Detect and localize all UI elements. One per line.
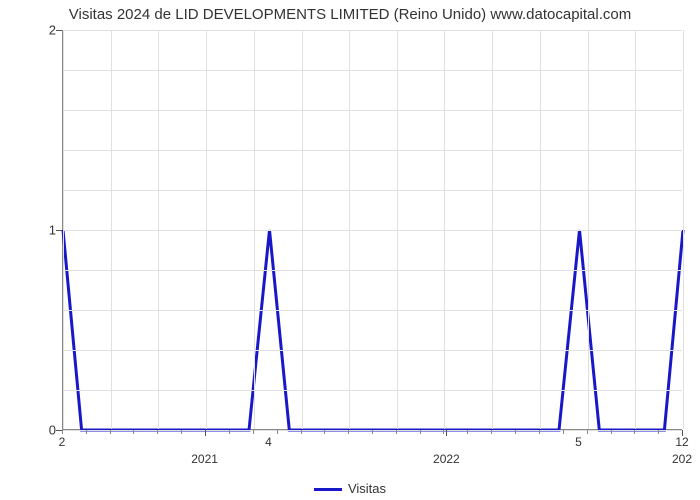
grid-h — [63, 390, 682, 391]
chart-title: Visitas 2024 de LID DEVELOPMENTS LIMITED… — [0, 6, 700, 23]
y-tick-label: 2 — [36, 23, 56, 38]
x-minor-tick — [157, 430, 158, 434]
x-major-label: 202 — [672, 452, 692, 466]
x-minor-tick — [515, 430, 516, 434]
legend: Visitas — [0, 481, 700, 496]
grid-v — [683, 30, 684, 429]
x-minor-tick — [611, 430, 612, 434]
x-minor-tick — [86, 430, 87, 434]
grid-h — [63, 110, 682, 111]
grid-h — [63, 30, 682, 31]
x-major-label: 2021 — [191, 452, 218, 466]
grid-h — [63, 310, 682, 311]
y-tick-label: 0 — [36, 423, 56, 438]
x-minor-tick — [563, 430, 564, 434]
x-minor-tick — [324, 430, 325, 434]
x-major-label: 2022 — [433, 452, 460, 466]
x-minor-tick — [420, 430, 421, 434]
grid-h — [63, 230, 682, 231]
x-minor-tick — [110, 430, 111, 434]
x-minor-tick — [301, 430, 302, 434]
x-major-tick — [205, 430, 206, 436]
y-tick — [56, 230, 62, 231]
y-tick-label: 1 — [36, 223, 56, 238]
x-minor-tick — [253, 430, 254, 434]
legend-swatch — [314, 488, 342, 491]
x-minor-tick — [491, 430, 492, 434]
grid-h — [63, 270, 682, 271]
x-minor-tick — [62, 430, 63, 434]
x-minor-tick — [229, 430, 230, 434]
x-minor-tick — [277, 430, 278, 434]
grid-h — [63, 70, 682, 71]
x-minor-tick — [539, 430, 540, 434]
grid-h — [63, 190, 682, 191]
x-major-tick — [682, 430, 683, 436]
x-minor-tick — [587, 430, 588, 434]
x-tick-label: 12 — [675, 435, 688, 449]
x-minor-tick — [181, 430, 182, 434]
legend-label: Visitas — [348, 481, 386, 496]
x-major-tick — [446, 430, 447, 436]
y-tick — [56, 30, 62, 31]
x-tick-label: 2 — [59, 435, 66, 449]
x-minor-tick — [372, 430, 373, 434]
x-minor-tick — [348, 430, 349, 434]
x-minor-tick — [443, 430, 444, 434]
chart-container: { "chart": { "type": "line", "title": "V… — [0, 0, 700, 500]
plot-area — [62, 30, 682, 430]
grid-h — [63, 350, 682, 351]
x-minor-tick — [634, 430, 635, 434]
x-tick-label: 5 — [575, 435, 582, 449]
x-tick-label: 4 — [265, 435, 272, 449]
grid-h — [63, 150, 682, 151]
x-minor-tick — [396, 430, 397, 434]
x-minor-tick — [467, 430, 468, 434]
x-minor-tick — [658, 430, 659, 434]
x-minor-tick — [133, 430, 134, 434]
